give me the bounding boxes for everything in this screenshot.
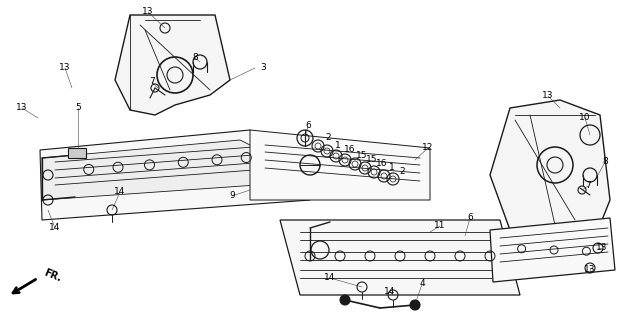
- Polygon shape: [490, 100, 610, 240]
- Text: 4: 4: [419, 279, 425, 289]
- Text: 14: 14: [49, 223, 61, 233]
- Text: 3: 3: [260, 63, 266, 73]
- Text: 14: 14: [324, 274, 336, 283]
- Text: 2: 2: [325, 133, 331, 142]
- Text: 13: 13: [596, 244, 607, 252]
- Text: 11: 11: [434, 221, 446, 230]
- Polygon shape: [280, 220, 520, 295]
- Text: 2: 2: [399, 167, 405, 177]
- Text: 15: 15: [366, 156, 378, 164]
- Polygon shape: [40, 130, 310, 220]
- Text: 6: 6: [305, 122, 311, 131]
- Text: 1: 1: [389, 164, 395, 172]
- Text: 13: 13: [59, 63, 70, 73]
- Text: 13: 13: [142, 7, 154, 17]
- Polygon shape: [115, 15, 230, 115]
- Polygon shape: [42, 140, 300, 200]
- Text: 13: 13: [584, 266, 596, 275]
- Text: 8: 8: [192, 53, 198, 62]
- Circle shape: [340, 295, 350, 305]
- Text: 14: 14: [114, 188, 125, 196]
- Text: FR.: FR.: [42, 268, 62, 284]
- Polygon shape: [490, 218, 615, 282]
- Text: 8: 8: [602, 157, 608, 166]
- Text: 13: 13: [542, 92, 554, 100]
- Text: 15: 15: [356, 150, 368, 159]
- Text: 6: 6: [467, 213, 473, 222]
- Text: 10: 10: [579, 114, 591, 123]
- Text: 1: 1: [335, 140, 341, 149]
- Text: 16: 16: [376, 159, 387, 169]
- Text: 7: 7: [585, 181, 591, 190]
- Text: 7: 7: [149, 77, 155, 86]
- Text: 5: 5: [75, 103, 81, 113]
- Text: 12: 12: [422, 143, 434, 153]
- Text: 16: 16: [344, 146, 356, 155]
- Bar: [68, 148, 86, 158]
- Circle shape: [410, 300, 420, 310]
- Text: 14: 14: [384, 287, 396, 297]
- Polygon shape: [250, 130, 430, 200]
- Text: 13: 13: [16, 103, 28, 113]
- Text: 9: 9: [229, 191, 235, 201]
